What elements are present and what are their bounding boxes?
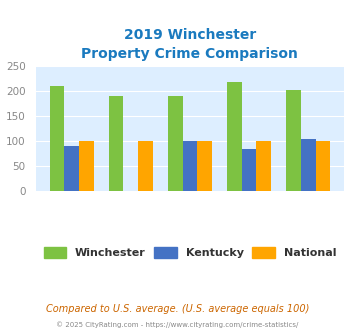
Legend: Winchester, Kentucky, National: Winchester, Kentucky, National <box>39 242 340 262</box>
Bar <box>256 141 271 191</box>
Bar <box>64 146 79 191</box>
Bar <box>197 141 212 191</box>
Text: © 2025 CityRating.com - https://www.cityrating.com/crime-statistics/: © 2025 CityRating.com - https://www.city… <box>56 322 299 328</box>
Bar <box>50 86 64 191</box>
Bar <box>79 141 94 191</box>
Bar <box>182 141 197 191</box>
Bar <box>168 96 182 191</box>
Title: 2019 Winchester
Property Crime Comparison: 2019 Winchester Property Crime Compariso… <box>82 28 298 61</box>
Text: Compared to U.S. average. (U.S. average equals 100): Compared to U.S. average. (U.S. average … <box>46 304 309 314</box>
Bar <box>301 139 316 191</box>
Bar <box>227 82 242 191</box>
Bar <box>316 141 330 191</box>
Bar <box>109 96 124 191</box>
Bar <box>242 149 256 191</box>
Bar <box>138 141 153 191</box>
Bar <box>286 89 301 191</box>
